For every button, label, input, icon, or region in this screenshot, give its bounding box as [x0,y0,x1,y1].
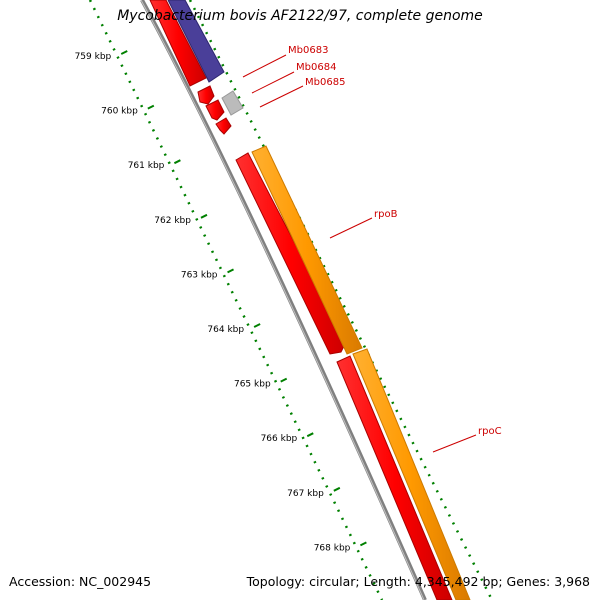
scale-label: 762 kbp [154,216,191,226]
feature-purple-upper[interactable] [167,0,225,83]
scale-tick-track [88,0,384,600]
gene-label-rpob[interactable]: rpoB [374,209,398,220]
scale-major-tick [333,486,341,492]
scale-label: 766 kbp [261,434,298,444]
scale-label: 761 kbp [128,161,165,171]
mb0685-arrow[interactable] [215,117,232,135]
scale-label: 765 kbp [234,380,271,390]
scale-major-tick [253,323,261,328]
scale-major-tick [280,377,288,383]
scale-major-tick [306,432,314,438]
feature-grey[interactable] [221,90,244,116]
gene-label-mb0683[interactable]: Mb0683 [288,45,328,56]
scale-major-tick [120,50,128,55]
scale-major-tick [359,541,367,547]
scale-label: 768 kbp [314,543,351,553]
scale-major-tick [227,268,234,274]
scale-major-tick [173,159,181,165]
rpoc-red-feature[interactable] [336,355,453,600]
rpob-orange-feature[interactable] [251,145,363,355]
gene-label-leaders [242,54,477,453]
scale-label: 767 kbp [287,489,324,499]
genome-backbone-highlight [140,0,425,600]
gene-label-mb0684[interactable]: Mb0684 [296,62,336,73]
scale-label: 763 kbp [181,270,218,280]
scale-label: 760 kbp [101,107,138,117]
feature-red-upper[interactable] [149,0,207,87]
scale-label: 764 kbp [207,325,244,335]
rpob-red-feature[interactable] [235,152,347,355]
map-title: Mycobacterium bovis AF2122/97, complete … [117,8,483,24]
gene-label-rpoc[interactable]: rpoC [478,426,502,437]
scale-labels: 759 kbp 760 kbp 761 kbp 762 kbp 763 kbp 764 k… [75,50,367,553]
scale-label: 759 kbp [75,52,112,62]
accession-text: Accession: NC_002945 [9,574,152,589]
scale-major-tick [147,104,155,110]
rpoc-orange-feature[interactable] [352,348,471,600]
scale-major-tick [200,213,208,219]
mb0684-arrow[interactable] [205,99,225,121]
outer-tick-track [188,0,494,600]
mb0683-arrow[interactable] [197,85,215,105]
gene-label-mb0685[interactable]: Mb0685 [305,77,345,88]
topology-text: Topology: circular; Length: 4,345,492 bp… [246,574,590,589]
genome-backbone [140,0,427,600]
